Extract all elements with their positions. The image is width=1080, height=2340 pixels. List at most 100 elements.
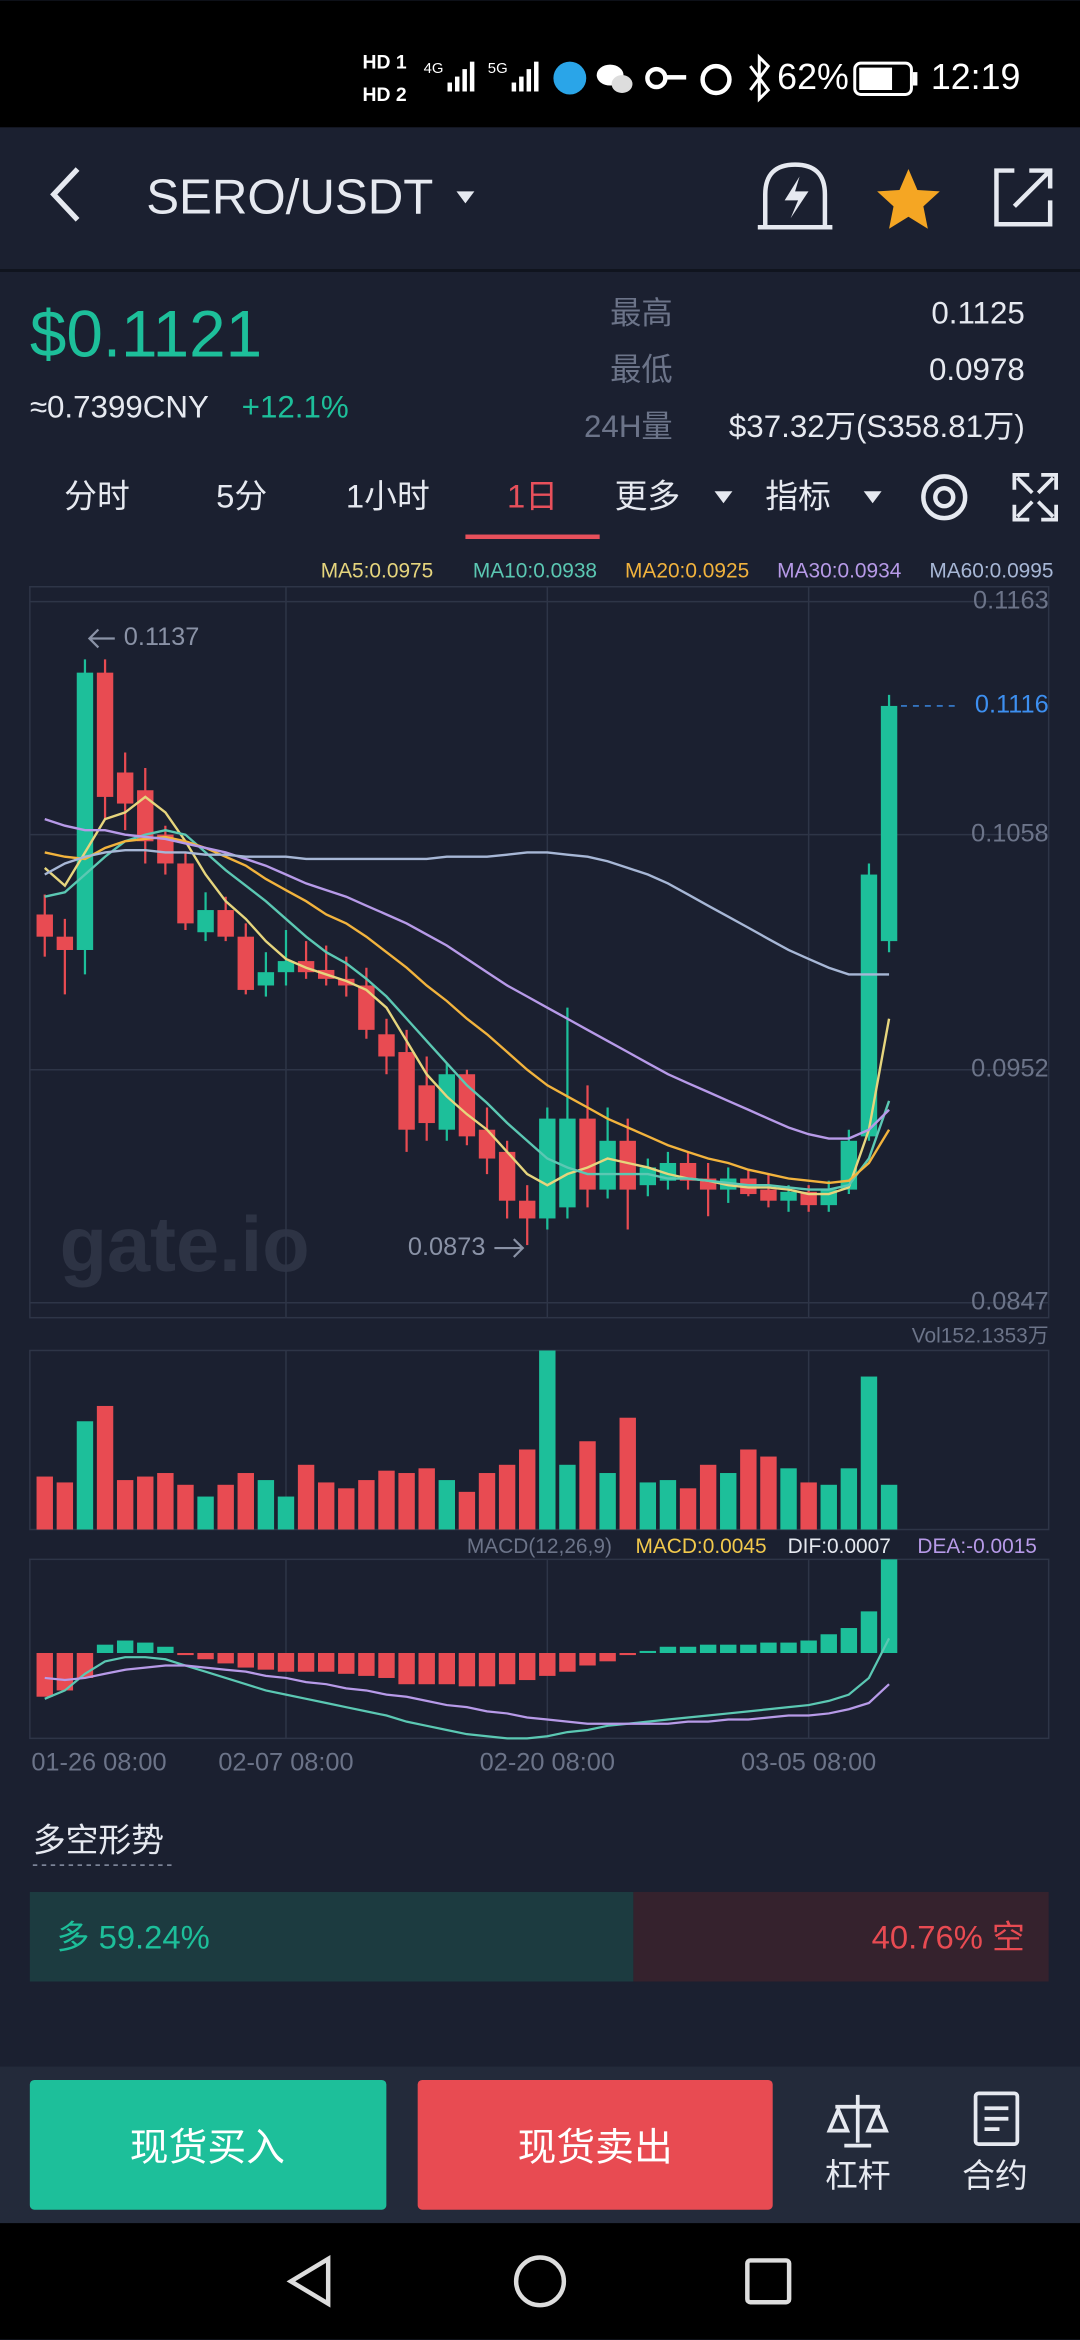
dropdown-arrow[interactable]: [863, 491, 882, 504]
volume-bar: [659, 1480, 677, 1530]
macd-bar: [458, 1653, 476, 1687]
buy-button[interactable]: [29, 2079, 387, 2210]
section-title: 多空形势: [33, 1821, 164, 1858]
candle-body: [157, 834, 174, 864]
more-tab[interactable]: 更多: [615, 477, 681, 514]
sell-button[interactable]: [417, 2079, 773, 2210]
nav-home[interactable]: [513, 2255, 567, 2308]
volume-bar: [277, 1496, 295, 1530]
change-percent: +12.1%: [242, 390, 349, 425]
back-button[interactable]: [50, 167, 80, 222]
macd-bar: [699, 1644, 717, 1654]
stat-value: 0.1125: [931, 296, 1024, 331]
pair-dropdown-arrow[interactable]: [456, 191, 475, 204]
macd-bar: [338, 1653, 355, 1674]
macd-bar: [800, 1640, 817, 1654]
candle-body: [659, 1162, 677, 1181]
contract-icon[interactable]: [973, 2091, 1020, 2146]
candle-body: [237, 936, 254, 990]
long-share: [29, 1891, 634, 1982]
ma-line: [44, 818, 890, 1140]
y-tick-label: 0.1163: [973, 586, 1049, 614]
candle-body: [438, 1074, 456, 1130]
volume-bar: [96, 1405, 114, 1530]
nav-recents[interactable]: [745, 2258, 792, 2305]
network-label: 4G: [424, 61, 444, 77]
volume-bar: [800, 1482, 817, 1530]
volume-bar: [860, 1376, 878, 1530]
volume-bar: [740, 1449, 757, 1530]
macd-bar: [478, 1653, 496, 1687]
contract-button[interactable]: 合约: [962, 2157, 1028, 2194]
dropdown-arrow[interactable]: [714, 491, 733, 504]
price-panel: [29, 585, 1050, 1319]
macd-bar: [56, 1653, 74, 1691]
macd-bar: [277, 1653, 295, 1672]
fullscreen-button[interactable]: [1012, 472, 1058, 522]
favorite-button[interactable]: [877, 169, 940, 229]
candle-body: [599, 1140, 616, 1190]
macd-bar: [137, 1642, 154, 1654]
volume-bar: [579, 1441, 596, 1530]
macd-bar: [860, 1611, 878, 1654]
candle-body: [358, 985, 375, 1030]
interval-tab[interactable]: 1小时: [346, 477, 430, 514]
interval-tab[interactable]: 分时: [64, 477, 130, 514]
macd-bar: [679, 1646, 697, 1654]
volume-bar: [498, 1464, 516, 1530]
candle-body: [36, 914, 53, 937]
volume-bar: [418, 1468, 435, 1530]
candle-body: [96, 672, 114, 797]
volume-bar: [157, 1473, 174, 1530]
candle-body: [539, 1118, 556, 1219]
candle-body: [559, 1118, 576, 1208]
cny-price: ≈0.7399CNY: [30, 390, 209, 425]
margin-icon[interactable]: [826, 2094, 889, 2148]
navigation-bar: [0, 2223, 1080, 2340]
nav-back[interactable]: [286, 2254, 331, 2308]
volume-bar: [137, 1476, 154, 1530]
macd-bar: [820, 1634, 837, 1654]
volume-bar: [639, 1482, 657, 1530]
signal-icons: [447, 53, 918, 103]
sentiment-bar: [29, 1891, 1049, 1982]
macd-bar: [579, 1653, 596, 1666]
settings-button[interactable]: [921, 474, 968, 521]
watermark: gate.io: [60, 1202, 310, 1288]
macd-bar: [740, 1644, 757, 1654]
x-tick-label: 02-20 08:00: [480, 1748, 615, 1776]
macd-legend: MACD(12,26,9): [467, 1535, 612, 1558]
share-button[interactable]: [994, 168, 1053, 227]
ma-legend: MA60:0.0995: [929, 559, 1053, 582]
x-tick-label: 02-07 08:00: [218, 1748, 353, 1776]
candle-body: [277, 961, 295, 973]
macd-bar: [237, 1653, 254, 1668]
interval-tab-active[interactable]: 1日: [507, 477, 558, 514]
interval-tab[interactable]: 5分: [216, 477, 267, 514]
volume-bar: [699, 1464, 717, 1530]
stat-label: 最低: [610, 352, 673, 387]
volume-bar: [720, 1473, 737, 1530]
buy-button-label[interactable]: 现货买入: [130, 2126, 285, 2169]
margin-button[interactable]: 杠杆: [825, 2157, 891, 2194]
last-price: $0.1121: [30, 297, 262, 370]
indicator-tab[interactable]: 指标: [765, 477, 831, 514]
candle-body: [418, 1085, 435, 1124]
volume-bar: [679, 1488, 697, 1530]
ma-legend: MA10:0.0938: [473, 559, 597, 582]
pair-selector[interactable]: SERO/USDT: [146, 169, 433, 224]
y-tick-label: 0.1058: [971, 819, 1049, 847]
volume-bar: [760, 1456, 777, 1530]
macd-bar: [317, 1653, 335, 1672]
alert-button[interactable]: [757, 162, 833, 230]
volume-bar: [599, 1473, 616, 1530]
candle-body: [257, 972, 275, 986]
volume-bar: [217, 1484, 234, 1530]
volume-bar: [116, 1480, 134, 1530]
volume-bar: [458, 1491, 476, 1530]
volume-bar: [619, 1417, 636, 1530]
macd-bar: [780, 1642, 797, 1654]
ma-legend: MA30:0.0934: [777, 559, 901, 582]
sell-button-label[interactable]: 现货卖出: [518, 2126, 673, 2169]
macd-bar: [438, 1653, 456, 1685]
